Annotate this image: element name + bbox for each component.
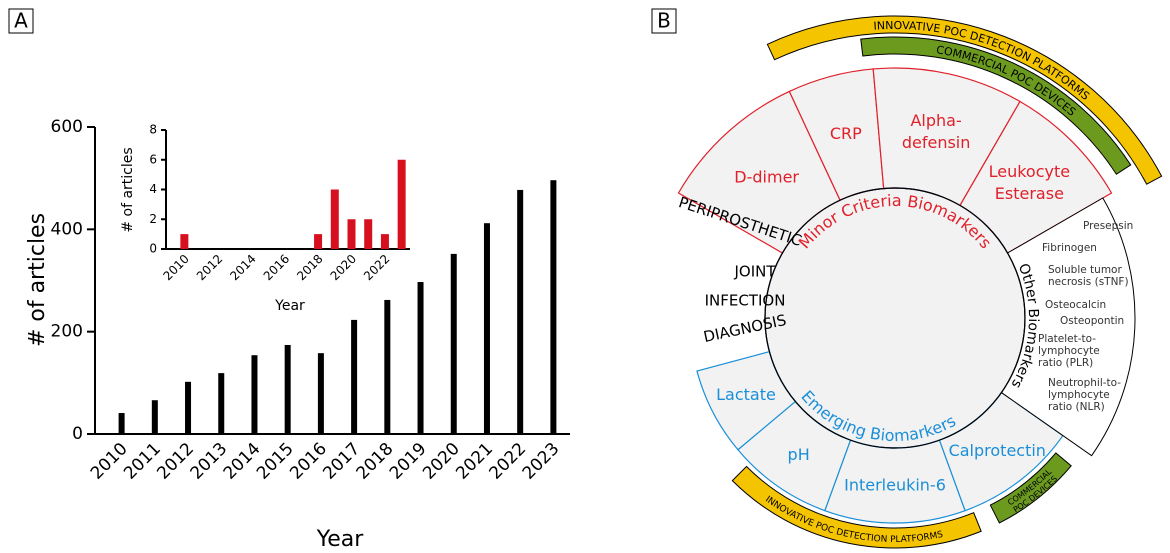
other-label: Platelet-to- — [1038, 333, 1096, 345]
y-axis-title: # of articles — [25, 213, 50, 347]
x-tick-label: 2016 — [261, 252, 292, 283]
other-label: ratio (PLR) — [1038, 357, 1093, 369]
biomarker-label: Leukocyte — [989, 162, 1070, 181]
x-tick-label: 2013 — [187, 439, 232, 484]
bar — [364, 219, 372, 249]
inner-circle — [765, 188, 1025, 448]
biomarker-label: Esterase — [995, 184, 1064, 203]
y-tick-label: 0 — [72, 424, 83, 444]
other-label: Fibrinogen — [1042, 242, 1097, 254]
biomarker-label: defensin — [902, 133, 971, 152]
bar — [314, 234, 322, 249]
x-tick-label: 2018 — [294, 252, 325, 283]
x-tick-label: 2021 — [452, 439, 497, 484]
bar — [517, 190, 523, 434]
bar — [318, 353, 324, 434]
other-label: Soluble tumor — [1048, 264, 1122, 276]
biomarker-label: CRP — [830, 124, 862, 143]
other-label: Presepsin — [1083, 220, 1133, 232]
y-tick-label: 2 — [149, 212, 157, 226]
bar — [384, 300, 390, 434]
x-tick-label: 2018 — [353, 439, 398, 484]
x-tick-label: 2020 — [328, 252, 359, 283]
x-axis-title: Year — [274, 298, 305, 314]
other-label: Neutrophil-to- — [1048, 377, 1121, 389]
biomarker-label: Alpha- — [910, 111, 961, 130]
x-tick-label: 2017 — [319, 439, 364, 484]
other-label: ratio (NLR) — [1048, 401, 1105, 413]
center-label: JOINT — [733, 263, 776, 281]
x-tick-label: 2022 — [361, 252, 392, 283]
x-tick-label: 2011 — [120, 439, 165, 484]
x-tick-label: 2016 — [286, 439, 331, 484]
bar — [418, 282, 424, 434]
y-tick-label: 8 — [149, 123, 157, 137]
bar — [285, 345, 291, 434]
biomarker-label: pH — [788, 445, 810, 464]
bar — [331, 190, 339, 250]
y-tick-label: 6 — [149, 152, 157, 166]
center-label: INFECTION — [705, 292, 786, 310]
x-tick-label: 2019 — [386, 439, 431, 484]
other-label: Osteocalcin — [1045, 299, 1106, 311]
biomarker-label: Interleukin-6 — [844, 476, 946, 495]
bar — [348, 219, 356, 249]
bar — [398, 160, 406, 249]
x-tick-label: 2010 — [160, 252, 191, 283]
x-tick-label: 2010 — [87, 439, 132, 484]
x-tick-label: 2012 — [194, 252, 225, 283]
bar — [180, 234, 188, 249]
y-tick-label: 0 — [149, 242, 157, 256]
panel-label: A — [14, 9, 28, 33]
x-tick-label: 2014 — [220, 439, 265, 484]
y-tick-label: 400 — [51, 219, 83, 239]
bar — [251, 355, 257, 434]
bar — [152, 400, 158, 434]
x-tick-label: 2014 — [227, 252, 258, 283]
bar — [218, 373, 224, 434]
x-tick-label: 2012 — [153, 439, 198, 484]
x-tick-label: 2015 — [253, 439, 298, 484]
bar — [119, 413, 125, 434]
biomarker-label: Calprotectin — [949, 441, 1046, 460]
other-label: lymphocyte — [1038, 345, 1100, 357]
bar — [351, 320, 357, 434]
y-tick-label: 600 — [51, 117, 83, 137]
x-tick-label: 2023 — [519, 439, 564, 484]
other-label: lymphocyte — [1048, 389, 1110, 401]
panel-label: B — [657, 9, 671, 33]
bar — [381, 234, 389, 249]
other-label: Osteopontin — [1060, 315, 1124, 327]
biomarker-label: Lactate — [716, 385, 776, 404]
bar — [550, 180, 556, 434]
y-tick-label: 4 — [149, 182, 157, 196]
figure: A B 020040060020102011201220132014201520… — [0, 0, 1170, 553]
bar — [484, 223, 490, 434]
bar — [185, 382, 191, 434]
y-tick-label: 200 — [51, 322, 83, 342]
other-label: necrosis (sTNF) — [1048, 276, 1129, 288]
x-tick-label: 2022 — [486, 439, 531, 484]
x-tick-label: 2020 — [419, 439, 464, 484]
x-axis-title: Year — [316, 527, 365, 552]
biomarker-label: D-dimer — [734, 167, 799, 186]
bar — [451, 254, 457, 434]
y-axis-title: # of articles — [120, 147, 136, 232]
